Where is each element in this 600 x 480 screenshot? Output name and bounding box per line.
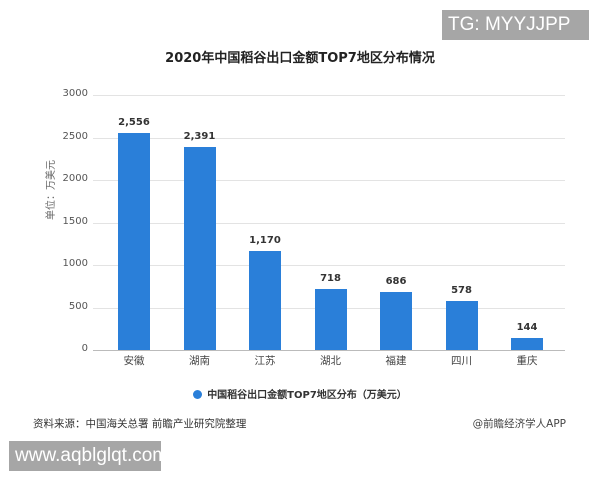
x-tick-label: 湖南 [189,355,210,367]
watermark-bottom: www.aqblglqt.com [9,441,168,471]
bar [183,146,216,350]
bar [314,288,347,350]
bar-value-label: 2,556 [118,116,150,128]
bar-value-label: 686 [385,275,407,287]
gridline [93,265,565,266]
gridline [93,95,565,96]
gridline [93,137,565,139]
bar [249,250,281,350]
credit-note: @前瞻经济学人APP [472,418,566,430]
y-tick-label: 2500 [62,130,88,142]
bar [118,132,150,350]
x-tick-label: 四川 [451,355,472,367]
y-tick-label: 1000 [62,258,88,269]
x-tick-label: 湖北 [320,355,341,367]
legend-dot-icon [193,390,203,399]
bar-value-label: 718 [320,272,341,284]
x-tick-label: 安徽 [123,355,145,367]
bar [380,291,412,350]
y-tick-label: 1500 [62,215,88,227]
bar-value-label: 1,170 [249,234,281,246]
watermark-top: TG: MYYJJPP [442,10,589,40]
x-tick-label: 福建 [385,355,407,367]
chart-title: 2020年中国稻谷出口金额TOP7地区分布情况 [165,51,435,66]
bar [445,300,478,350]
x-tick-label: 江苏 [254,355,276,367]
x-axis-line [93,350,565,351]
gridline [93,222,565,224]
legend-label: 中国稻谷出口金额TOP7地区分布（万美元） [207,390,407,401]
bar-value-label: 144 [516,321,538,333]
bar-value-label: 578 [451,284,472,296]
y-tick-label: 2000 [62,173,88,184]
y-tick-label: 500 [68,300,88,312]
source-note: 资料来源：中国海关总署 前瞻产业研究院整理 [33,418,247,430]
bar-value-label: 2,391 [183,130,216,142]
x-tick-label: 重庆 [516,355,538,367]
y-tick-label: 0 [81,343,88,354]
bar [511,337,543,350]
y-axis-label: 单位：万美元 [46,160,57,220]
gridline [93,180,565,181]
y-tick-label: 3000 [62,88,88,99]
legend: 中国稻谷出口金额TOP7地区分布（万美元） [0,386,600,401]
